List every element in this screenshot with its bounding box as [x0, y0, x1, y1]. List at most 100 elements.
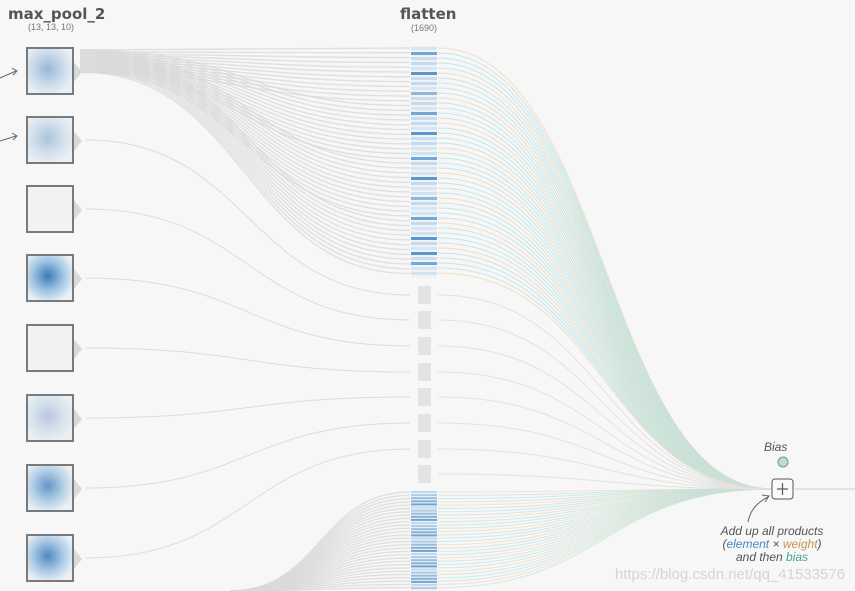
weight-word: weight [782, 537, 818, 551]
weight-line [437, 157, 773, 490]
bias-label: Bias [764, 440, 788, 454]
flatten-unit [411, 553, 437, 555]
flatten-unit [411, 227, 437, 230]
flatten-unit [411, 546, 437, 549]
flatten-unit [411, 117, 437, 120]
flatten-unit [411, 182, 437, 185]
flatten-collapsed-unit [418, 311, 431, 329]
feature-map-4[interactable] [26, 254, 82, 302]
weight-line [437, 77, 773, 490]
flatten-unit [411, 102, 437, 105]
flatten-unit [411, 202, 437, 205]
flatten-unit [411, 132, 437, 135]
fm-link [85, 139, 411, 296]
fm-link [85, 396, 411, 419]
fm1-link [79, 47, 411, 51]
weight-line [437, 142, 773, 490]
weight-line [437, 488, 773, 526]
feature-map-8[interactable] [26, 534, 82, 582]
flatten-unit [411, 187, 437, 190]
flatten-unit [411, 147, 437, 150]
feature-map-5[interactable] [26, 324, 82, 372]
expand-arrow-icon [74, 549, 82, 569]
weight-line [437, 127, 773, 490]
fm1-link [79, 55, 411, 236]
input-arrow-2 [0, 135, 17, 142]
flatten-unit [411, 543, 437, 546]
expand-arrow-icon [74, 131, 82, 151]
weight-line [437, 167, 773, 490]
expand-arrow-icon [74, 409, 82, 429]
flatten-unit [411, 531, 437, 534]
feature-map-6[interactable] [26, 394, 82, 442]
flatten-unit [411, 137, 437, 140]
fm1-link [79, 67, 411, 208]
feature-map-3[interactable] [26, 185, 82, 233]
weight-line [437, 207, 773, 490]
flatten-unit [411, 92, 437, 95]
flatten-unit [411, 509, 437, 512]
weight-line [437, 345, 773, 490]
flatten-unit [411, 112, 437, 115]
weight-line [437, 396, 773, 490]
weight-line [437, 187, 773, 490]
weight-line [437, 222, 773, 490]
flatten-collapsed-unit [418, 388, 431, 406]
weight-line [437, 319, 773, 490]
flatten-unit [411, 72, 437, 75]
fm1-link [79, 69, 411, 212]
flatten-unit [411, 494, 437, 497]
weight-line [437, 422, 773, 490]
expand-arrow-icon [74, 200, 82, 220]
feature-map-1[interactable] [26, 47, 82, 95]
flatten-unit [411, 157, 437, 160]
flatten-collapsed-unit [418, 286, 431, 304]
flatten-unit [411, 107, 437, 110]
fm1-link [79, 59, 411, 188]
fm-link [85, 208, 411, 321]
flatten-unit [411, 525, 437, 528]
flatten-unit [411, 518, 437, 521]
weight-line [437, 147, 773, 490]
sum-annotation: Add up all products (element × weight) a… [712, 525, 832, 564]
flatten-unit [411, 67, 437, 70]
flatten-unit [411, 217, 437, 220]
flatten-segment-bottom [411, 490, 437, 591]
flatten-unit [411, 97, 437, 100]
weight-line [437, 87, 773, 490]
fm1-link [79, 63, 411, 256]
fm1-link [79, 49, 411, 107]
weight-line [437, 132, 773, 490]
fm1-link [79, 65, 411, 260]
weight-line [437, 82, 773, 490]
flatten-unit [411, 267, 437, 270]
flatten-collapsed-unit [418, 414, 431, 432]
flatten-unit [411, 497, 437, 500]
flatten-unit [411, 500, 437, 503]
flatten-unit [411, 272, 437, 275]
flatten-unit [411, 503, 437, 506]
expand-arrow-icon [74, 62, 82, 82]
watermark: https://blog.csdn.net/qq_41533576 [614, 566, 845, 583]
flatten-title: flatten [400, 5, 457, 23]
flatten-unit [411, 262, 437, 265]
weight-line [437, 117, 773, 490]
flatten-unit [411, 172, 437, 175]
weight-line [437, 177, 773, 490]
feature-map-2[interactable] [26, 116, 82, 164]
flatten-unit [411, 232, 437, 235]
element-word: element [726, 537, 770, 551]
bias-word: bias [786, 550, 809, 564]
flatten-unit [411, 167, 437, 170]
flatten-unit [411, 142, 437, 145]
fm1-link [79, 65, 411, 203]
flatten-collapsed-unit [418, 440, 431, 458]
arrow-head-icon [11, 67, 18, 76]
weight-line [437, 57, 773, 490]
fm1-link [79, 51, 411, 169]
feature-map-7[interactable] [26, 464, 82, 512]
flatten-unit [411, 252, 437, 255]
flatten-unit [411, 528, 437, 531]
max-pool-2-title: max_pool_2 [8, 5, 106, 23]
